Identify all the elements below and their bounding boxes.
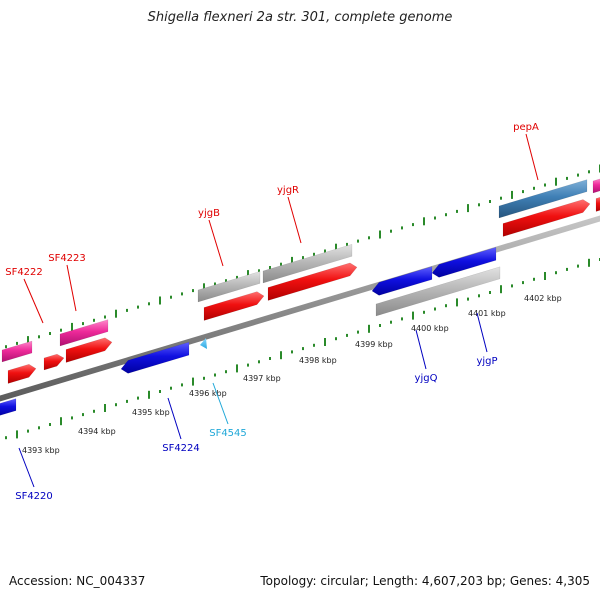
- gene-block-gray: [197, 271, 261, 303]
- tick-label: 4394 kbp: [78, 427, 116, 436]
- backbone-line: [0, 215, 600, 402]
- gene-block-blue: [0, 398, 17, 416]
- tick-labels: 4393 kbp 4394 kbp 4395 kbp 4396 kbp 4397 kbp…: [22, 294, 562, 455]
- gene-block-red: [65, 337, 113, 363]
- gene-label-callout: [476, 312, 488, 353]
- gene-block-pink: [1, 340, 33, 363]
- tick-label: 4396 kbp: [189, 389, 227, 398]
- gene-label-callout: [208, 219, 224, 267]
- gene-label-callout: [167, 397, 182, 440]
- gene-block-red: [502, 199, 591, 237]
- gene-label-callout: [287, 196, 302, 244]
- backbone: [0, 215, 600, 402]
- gene-block-red: [203, 291, 265, 321]
- gene-label-callout: [525, 133, 539, 181]
- genome-summary-text: Topology: circular; Length: 4,607,203 bp…: [260, 574, 590, 588]
- gene-features: [0, 178, 600, 416]
- gene-block-red: [7, 363, 37, 384]
- tick-label: 4399 kbp: [355, 340, 393, 349]
- gene-label: SF4545: [209, 428, 247, 439]
- gene-label: SF4222: [5, 267, 43, 278]
- tick-label: 4397 kbp: [243, 374, 281, 383]
- gene-label-callout: [23, 278, 44, 324]
- gene-label-callout: [212, 382, 229, 425]
- tick-rows: [5, 164, 600, 440]
- tick-label: 4393 kbp: [22, 446, 60, 455]
- gene-label: yjgR: [277, 185, 299, 196]
- tick-label: 4402 kbp: [524, 294, 562, 303]
- gene-label: SF4224: [162, 443, 200, 454]
- tick-label: 4398 kbp: [299, 356, 337, 365]
- tick-label: 4395 kbp: [132, 408, 170, 417]
- gene-block-red: [595, 197, 600, 212]
- gene-block-blue: [120, 341, 190, 374]
- upper-tick-row: [5, 164, 600, 349]
- gene-label-callout: [66, 264, 77, 312]
- gene-label: yjgP: [476, 356, 497, 367]
- gene-label: yjgB: [198, 208, 220, 219]
- gene-block-pink: [59, 319, 109, 347]
- accession-text: Accession: NC_004337: [9, 574, 146, 588]
- gene-block-cyan: [200, 338, 207, 349]
- gene-labels: SF4222 SF4223 yjgB yjgR pepA SF4220 SF4224 SF45…: [5, 122, 539, 502]
- gene-block-blue: [431, 246, 497, 278]
- gene-block-red: [267, 262, 358, 301]
- gene-label: SF4220: [15, 491, 53, 502]
- gene-block-steelblue: [498, 179, 588, 219]
- gene-block-pink: [592, 178, 600, 194]
- gene-label: SF4223: [48, 253, 86, 264]
- tick-label: 4400 kbp: [411, 324, 449, 333]
- gene-label: pepA: [513, 122, 539, 133]
- gene-block-gray: [375, 266, 501, 317]
- map-title: Shigella flexneri 2a str. 301, complete …: [147, 10, 453, 25]
- gene-block-red: [43, 353, 65, 371]
- tick-label: 4401 kbp: [468, 309, 506, 318]
- gene-label-callout: [18, 447, 35, 488]
- gene-label-callout: [415, 329, 427, 370]
- lower-tick-row: [5, 258, 600, 440]
- gene-label: yjgQ: [415, 373, 438, 384]
- gene-block-gray: [262, 243, 353, 284]
